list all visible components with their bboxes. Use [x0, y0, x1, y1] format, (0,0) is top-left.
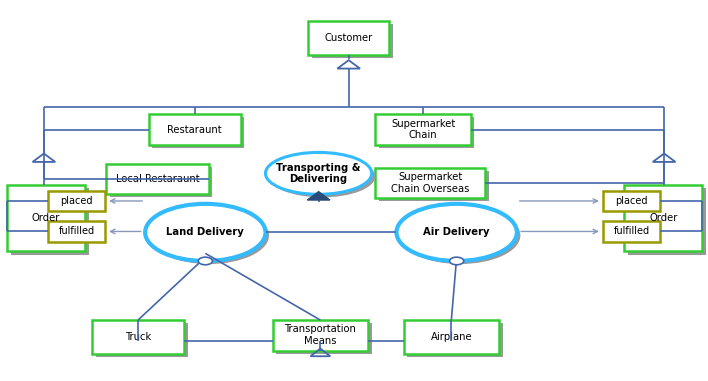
Ellipse shape: [149, 207, 269, 264]
Ellipse shape: [266, 152, 372, 194]
Bar: [407, 323, 503, 357]
Text: placed: placed: [60, 196, 93, 206]
Bar: [11, 188, 88, 255]
Text: Local Restaraunt: Local Restaraunt: [115, 174, 200, 184]
Bar: [404, 320, 499, 354]
Ellipse shape: [400, 207, 520, 264]
Bar: [603, 190, 660, 211]
Bar: [603, 221, 660, 242]
Text: Supermarket
Chain Overseas: Supermarket Chain Overseas: [391, 172, 469, 194]
Text: Transportation
Means: Transportation Means: [285, 325, 356, 346]
Text: fulfilled: fulfilled: [613, 226, 650, 237]
Text: Order: Order: [649, 213, 678, 223]
Bar: [628, 188, 706, 255]
Bar: [110, 167, 212, 197]
Bar: [276, 323, 372, 354]
Bar: [149, 114, 241, 145]
Text: Transporting &
Delivering: Transporting & Delivering: [276, 163, 361, 184]
Ellipse shape: [269, 155, 375, 197]
Bar: [152, 117, 244, 148]
Bar: [92, 320, 184, 354]
Text: fulfilled: fulfilled: [58, 226, 95, 237]
Bar: [624, 185, 702, 251]
Text: Customer: Customer: [324, 33, 373, 43]
Circle shape: [198, 257, 212, 265]
Bar: [96, 323, 188, 357]
Text: Supermarket
Chain: Supermarket Chain: [391, 119, 455, 140]
Ellipse shape: [396, 204, 517, 261]
Bar: [308, 21, 389, 55]
Bar: [312, 24, 393, 58]
Circle shape: [450, 257, 464, 265]
Text: Order: Order: [32, 213, 60, 223]
Text: Restaraunt: Restaraunt: [167, 125, 222, 134]
Bar: [106, 164, 209, 194]
Polygon shape: [307, 192, 330, 200]
Text: Air Delivery: Air Delivery: [423, 227, 490, 237]
Text: Airplane: Airplane: [430, 332, 472, 342]
Bar: [7, 185, 85, 251]
Text: placed: placed: [615, 196, 648, 206]
Bar: [375, 114, 471, 145]
Bar: [375, 168, 485, 198]
Bar: [273, 320, 368, 351]
Bar: [48, 190, 105, 211]
Text: Land Delivery: Land Delivery: [166, 227, 244, 237]
Bar: [48, 221, 105, 242]
Text: Truck: Truck: [125, 332, 152, 342]
Ellipse shape: [145, 204, 266, 261]
Bar: [379, 171, 489, 201]
Bar: [379, 117, 474, 148]
